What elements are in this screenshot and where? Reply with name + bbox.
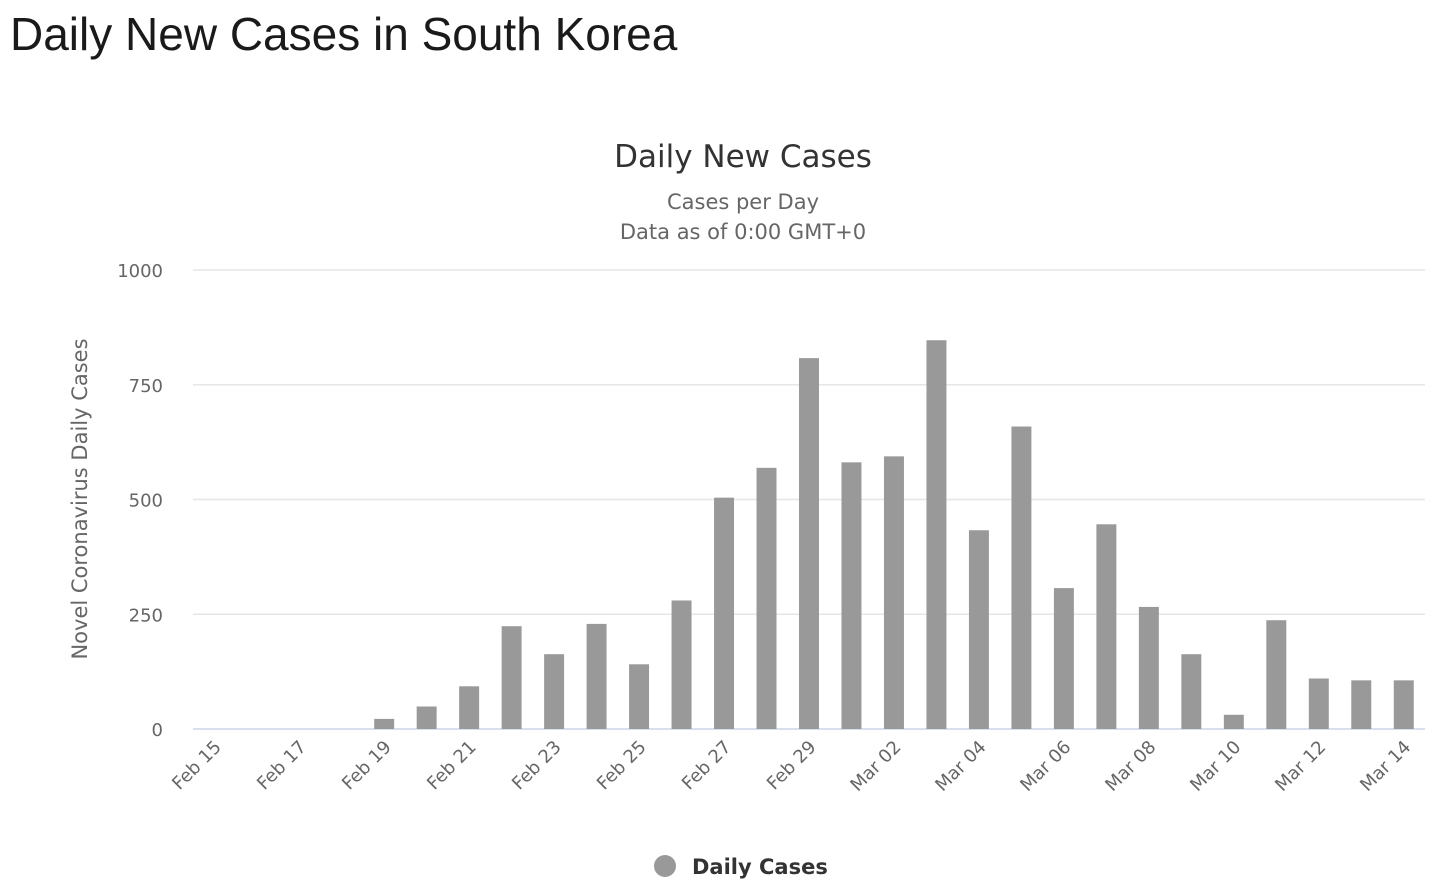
x-tick-label: Feb 23 bbox=[508, 737, 566, 795]
bar[interactable] bbox=[1351, 680, 1372, 729]
bar[interactable] bbox=[883, 456, 904, 729]
y-tick-label: 500 bbox=[129, 491, 163, 512]
x-tick-label: Feb 19 bbox=[338, 737, 396, 795]
x-tick-label: Feb 15 bbox=[168, 737, 226, 795]
chart-subtitle-line-2: Data as of 0:00 GMT+0 bbox=[620, 220, 866, 244]
legend[interactable]: Daily Cases bbox=[654, 855, 828, 879]
bar[interactable] bbox=[926, 340, 947, 729]
y-tick-label: 750 bbox=[129, 376, 163, 397]
bars bbox=[374, 340, 1414, 729]
x-tick-label: Mar 12 bbox=[1271, 737, 1330, 796]
bar[interactable] bbox=[1181, 654, 1202, 729]
bar[interactable] bbox=[459, 686, 480, 729]
x-tick-label: Feb 17 bbox=[253, 737, 311, 795]
bar[interactable] bbox=[671, 600, 692, 729]
bar[interactable] bbox=[841, 462, 862, 729]
y-tick-label: 0 bbox=[152, 720, 163, 741]
page-title: Daily New Cases in South Korea bbox=[10, 8, 678, 60]
x-tick-label: Feb 29 bbox=[763, 737, 821, 795]
x-tick-label: Feb 21 bbox=[423, 737, 481, 795]
bar[interactable] bbox=[1223, 714, 1244, 729]
x-tick-label: Mar 08 bbox=[1101, 737, 1160, 796]
bar[interactable] bbox=[714, 497, 735, 729]
y-axis-ticks: 0 250 500 750 1000 bbox=[117, 261, 163, 741]
bar[interactable] bbox=[586, 623, 607, 729]
bar[interactable] bbox=[629, 664, 650, 729]
bar[interactable] bbox=[968, 530, 989, 729]
bar[interactable] bbox=[1096, 524, 1117, 729]
legend-label-daily-cases[interactable]: Daily Cases bbox=[692, 855, 828, 879]
bar[interactable] bbox=[1393, 680, 1414, 729]
x-tick-label: Mar 06 bbox=[1016, 737, 1075, 796]
bar[interactable] bbox=[756, 467, 777, 729]
bar[interactable] bbox=[501, 626, 522, 729]
y-tick-label: 1000 bbox=[117, 261, 163, 282]
x-axis-ticks: Feb 15 Feb 17 Feb 19 Feb 21 Feb 23 Feb 25 Feb … bbox=[168, 737, 1415, 796]
legend-marker-daily-cases[interactable] bbox=[654, 855, 676, 877]
chart-subtitle-line-1: Cases per Day bbox=[667, 190, 819, 214]
chart-title: Daily New Cases bbox=[614, 139, 872, 175]
x-tick-label: Mar 10 bbox=[1186, 737, 1245, 796]
x-tick-label: Feb 25 bbox=[593, 737, 651, 795]
x-tick-label: Mar 04 bbox=[931, 737, 990, 796]
x-tick-label: Mar 14 bbox=[1356, 737, 1415, 796]
bar[interactable] bbox=[544, 654, 565, 729]
bar[interactable] bbox=[374, 718, 395, 729]
bar[interactable] bbox=[1266, 620, 1287, 729]
bar[interactable] bbox=[1138, 606, 1159, 729]
x-tick-label: Feb 27 bbox=[678, 737, 736, 795]
bar[interactable] bbox=[416, 706, 437, 729]
bar[interactable] bbox=[1011, 426, 1032, 729]
bar[interactable] bbox=[1053, 588, 1074, 729]
y-tick-label: 250 bbox=[129, 605, 163, 626]
bar[interactable] bbox=[799, 358, 819, 729]
y-axis-title: Novel Coronavirus Daily Cases bbox=[68, 338, 92, 659]
x-tick-label: Mar 02 bbox=[846, 737, 905, 796]
bar[interactable] bbox=[1308, 678, 1329, 729]
